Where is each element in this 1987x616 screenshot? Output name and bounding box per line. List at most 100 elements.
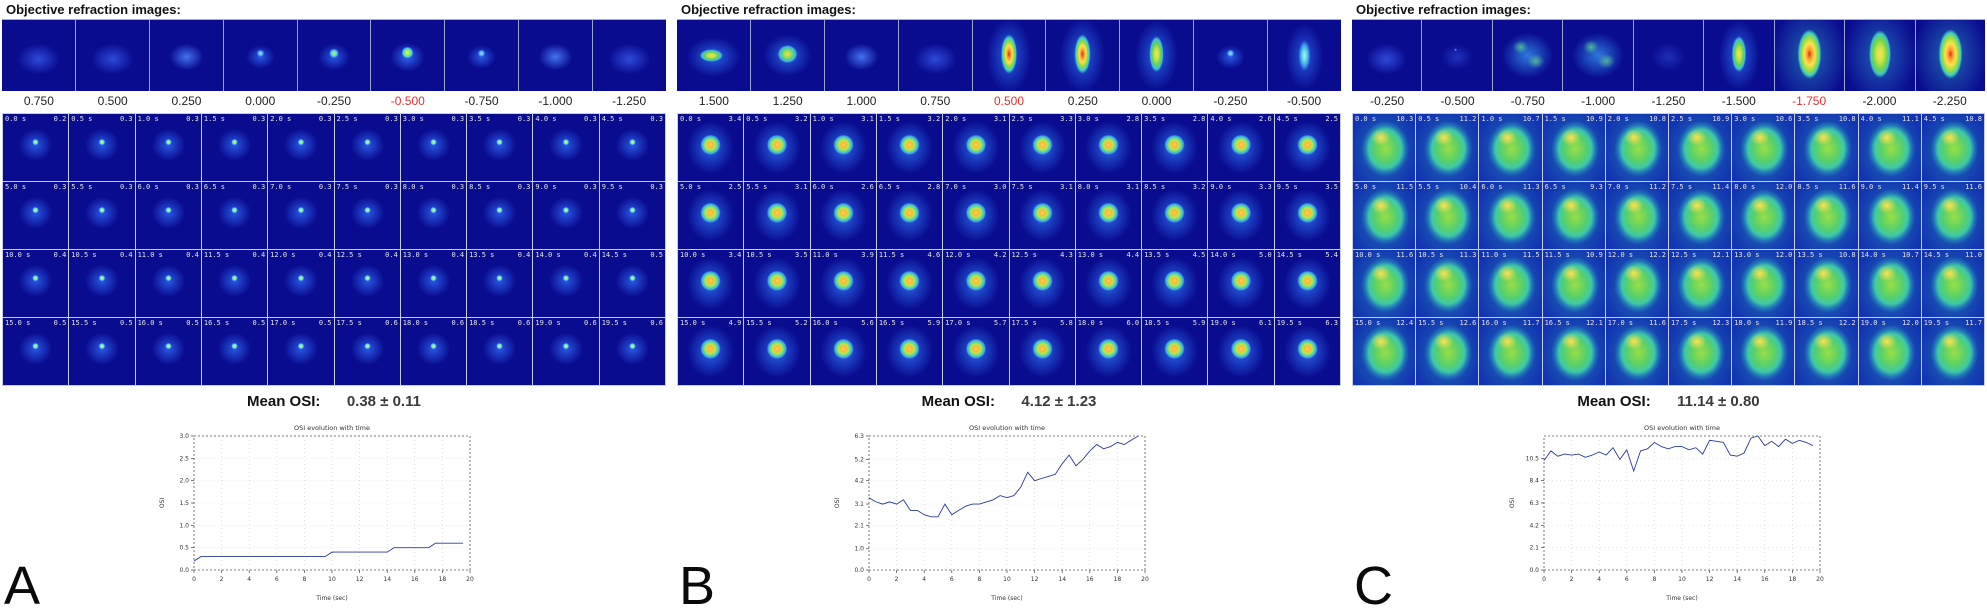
cell-osi-value: 0.3 xyxy=(119,115,133,123)
cell-header: 14.0 s 5.0 xyxy=(1208,251,1273,259)
refraction-label: -0.750 xyxy=(464,94,499,108)
cell-time: 2.5 s xyxy=(336,115,358,123)
timeseries-cell: 15.5 s 5.2 xyxy=(744,318,810,385)
cell-header: 17.5 s 12.3 xyxy=(1669,319,1731,327)
refraction-label: 0.750 xyxy=(920,94,951,108)
cell-osi-value: 2.5 xyxy=(728,183,742,191)
cell-osi-value: 2.8 xyxy=(1192,115,1206,123)
cell-header: 3.0 s 10.6 xyxy=(1732,115,1794,123)
x-tick-label: 18 xyxy=(439,576,447,583)
psf-blob-grid-a xyxy=(135,318,201,385)
cell-header: 3.0 s 2.8 xyxy=(1076,115,1141,123)
cell-header: 18.5 s 5.9 xyxy=(1142,319,1207,327)
mean-osi-value: 4.12 ± 1.23 xyxy=(1021,393,1097,410)
cell-time: 12.5 s xyxy=(1011,251,1037,259)
cell-osi-value: 3.1 xyxy=(861,115,874,123)
cell-time: 9.5 s xyxy=(1923,183,1945,191)
cell-time: 13.5 s xyxy=(1797,251,1823,259)
cell-time: 11.0 s xyxy=(137,251,163,259)
timeseries-grid: 0.0 s 0.2 0.5 s 0.3 1.0 s 0.3 1.5 s 0.3 2.0 s 0.3… xyxy=(2,113,666,386)
y-tick-label: 5.2 xyxy=(854,456,864,463)
cell-osi-value: 0.3 xyxy=(650,183,663,191)
x-tick-label: 8 xyxy=(1652,576,1656,583)
cell-osi-value: 3.2 xyxy=(927,115,941,123)
timeseries-cell: 18.5 s 0.6 xyxy=(467,318,533,385)
psf-blob-haze-soft xyxy=(519,20,593,91)
osi-evolution-chart: OSI evolution with time 0 2 4 6 8 10 12 14 16 18 20… xyxy=(827,420,1157,610)
cell-time: 19.0 s xyxy=(535,319,561,327)
cell-time: 3.0 s xyxy=(402,115,424,123)
cell-header: 2.0 s 3.1 xyxy=(943,115,1008,123)
timeseries-cell: 14.5 s 5.4 xyxy=(1274,250,1340,317)
psf-blob-grid-b xyxy=(1009,318,1075,385)
timeseries-cell: 5.0 s 0.3 xyxy=(3,182,69,249)
refraction-label: -1.250 xyxy=(1651,94,1686,108)
psf-blob-grid-c xyxy=(1542,182,1605,249)
psf-blob-grid-a xyxy=(268,182,334,249)
psf-blob-grid-b xyxy=(943,250,1009,317)
refraction-label: -2.250 xyxy=(1932,94,1967,108)
psf-blob-grid-a xyxy=(3,114,69,181)
cell-osi-value: 0.2 xyxy=(53,115,67,123)
timeseries-cell: 2.5 s 10.9 xyxy=(1669,114,1732,181)
cell-time: 0.5 s xyxy=(746,115,768,123)
psf-blob-grid-c xyxy=(1921,318,1984,385)
cell-osi-value: 5.6 xyxy=(861,319,874,327)
cell-osi-value: 11.0 xyxy=(1965,251,1982,259)
panel-letter: B xyxy=(679,556,716,616)
y-tick-label: 1.0 xyxy=(854,546,864,553)
cell-header: 19.0 s 12.0 xyxy=(1859,319,1921,327)
timeseries-cell: 15.0 s 0.5 xyxy=(3,318,69,385)
x-tick-label: 0 xyxy=(867,576,871,583)
y-tick-label: 2.1 xyxy=(854,522,864,529)
mean-osi-value: 0.38 ± 0.11 xyxy=(346,393,421,410)
cell-osi-value: 11.7 xyxy=(1965,319,1982,327)
psf-blob-haze-green xyxy=(1492,20,1563,91)
cell-time: 11.0 s xyxy=(1481,251,1507,259)
psf-blob-grid-a xyxy=(400,250,467,317)
psf-blob-grid-a xyxy=(69,182,135,249)
psf-blob-grid-a xyxy=(533,114,599,181)
psf-blob-warm-v xyxy=(1120,20,1194,91)
timeseries-cell: 7.0 s 0.3 xyxy=(268,182,334,249)
timeseries-cell: 16.0 s 11.7 xyxy=(1479,318,1542,385)
timeseries-cell: 12.0 s 4.2 xyxy=(943,250,1009,317)
cell-header: 19.0 s 0.6 xyxy=(533,319,598,327)
x-tick-label: 4 xyxy=(1597,576,1601,583)
cell-osi-value: 12.1 xyxy=(1585,319,1603,327)
cell-time: 17.5 s xyxy=(1011,319,1037,327)
cell-osi-value: 0.6 xyxy=(650,319,663,327)
psf-blob-grid-a xyxy=(467,114,533,181)
x-tick-label: 6 xyxy=(950,576,954,583)
cell-osi-value: 12.0 xyxy=(1901,319,1919,327)
refraction-image xyxy=(898,20,972,91)
psf-blob-grid-a xyxy=(3,318,69,385)
y-tick-label: 2.1 xyxy=(1529,545,1539,552)
psf-blob-haze-faint xyxy=(898,20,972,91)
psf-blob-grid-c xyxy=(1605,250,1668,317)
x-tick-label: 18 xyxy=(1789,576,1797,583)
timeseries-cell: 2.0 s 0.3 xyxy=(268,114,334,181)
timeseries-grid: 0.0 s 3.4 0.5 s 3.2 1.0 s 3.1 1.5 s 3.2 2.0 s 3.1… xyxy=(677,113,1341,386)
cell-osi-value: 0.4 xyxy=(517,251,531,259)
timeseries-cell: 3.5 s 2.8 xyxy=(1142,114,1208,181)
psf-blob-grid-a xyxy=(268,250,334,317)
cell-header: 19.5 s 11.7 xyxy=(1922,319,1984,327)
cell-header: 15.0 s 4.9 xyxy=(678,319,743,327)
timeseries-cell: 14.0 s 10.7 xyxy=(1858,250,1921,317)
cell-osi-value: 12.0 xyxy=(1775,251,1793,259)
cell-time: 5.0 s xyxy=(680,183,702,191)
timeseries-cell: 18.0 s 11.9 xyxy=(1732,318,1795,385)
cell-osi-value: 0.3 xyxy=(385,115,398,123)
cell-header: 10.0 s 11.6 xyxy=(1353,251,1415,259)
cell-header: 16.5 s 12.1 xyxy=(1543,319,1605,327)
cell-osi-value: 3.4 xyxy=(728,115,742,123)
refraction-label: -0.250 xyxy=(1370,94,1405,108)
timeseries-cell: 2.0 s 10.8 xyxy=(1605,114,1668,181)
timeseries-cell: 4.0 s 11.1 xyxy=(1858,114,1921,181)
cell-time: 0.0 s xyxy=(5,115,27,123)
cell-osi-value: 5.9 xyxy=(1192,319,1206,327)
refraction-image xyxy=(149,20,223,91)
psf-blob-grid-b xyxy=(876,250,943,317)
refraction-image xyxy=(750,20,824,91)
